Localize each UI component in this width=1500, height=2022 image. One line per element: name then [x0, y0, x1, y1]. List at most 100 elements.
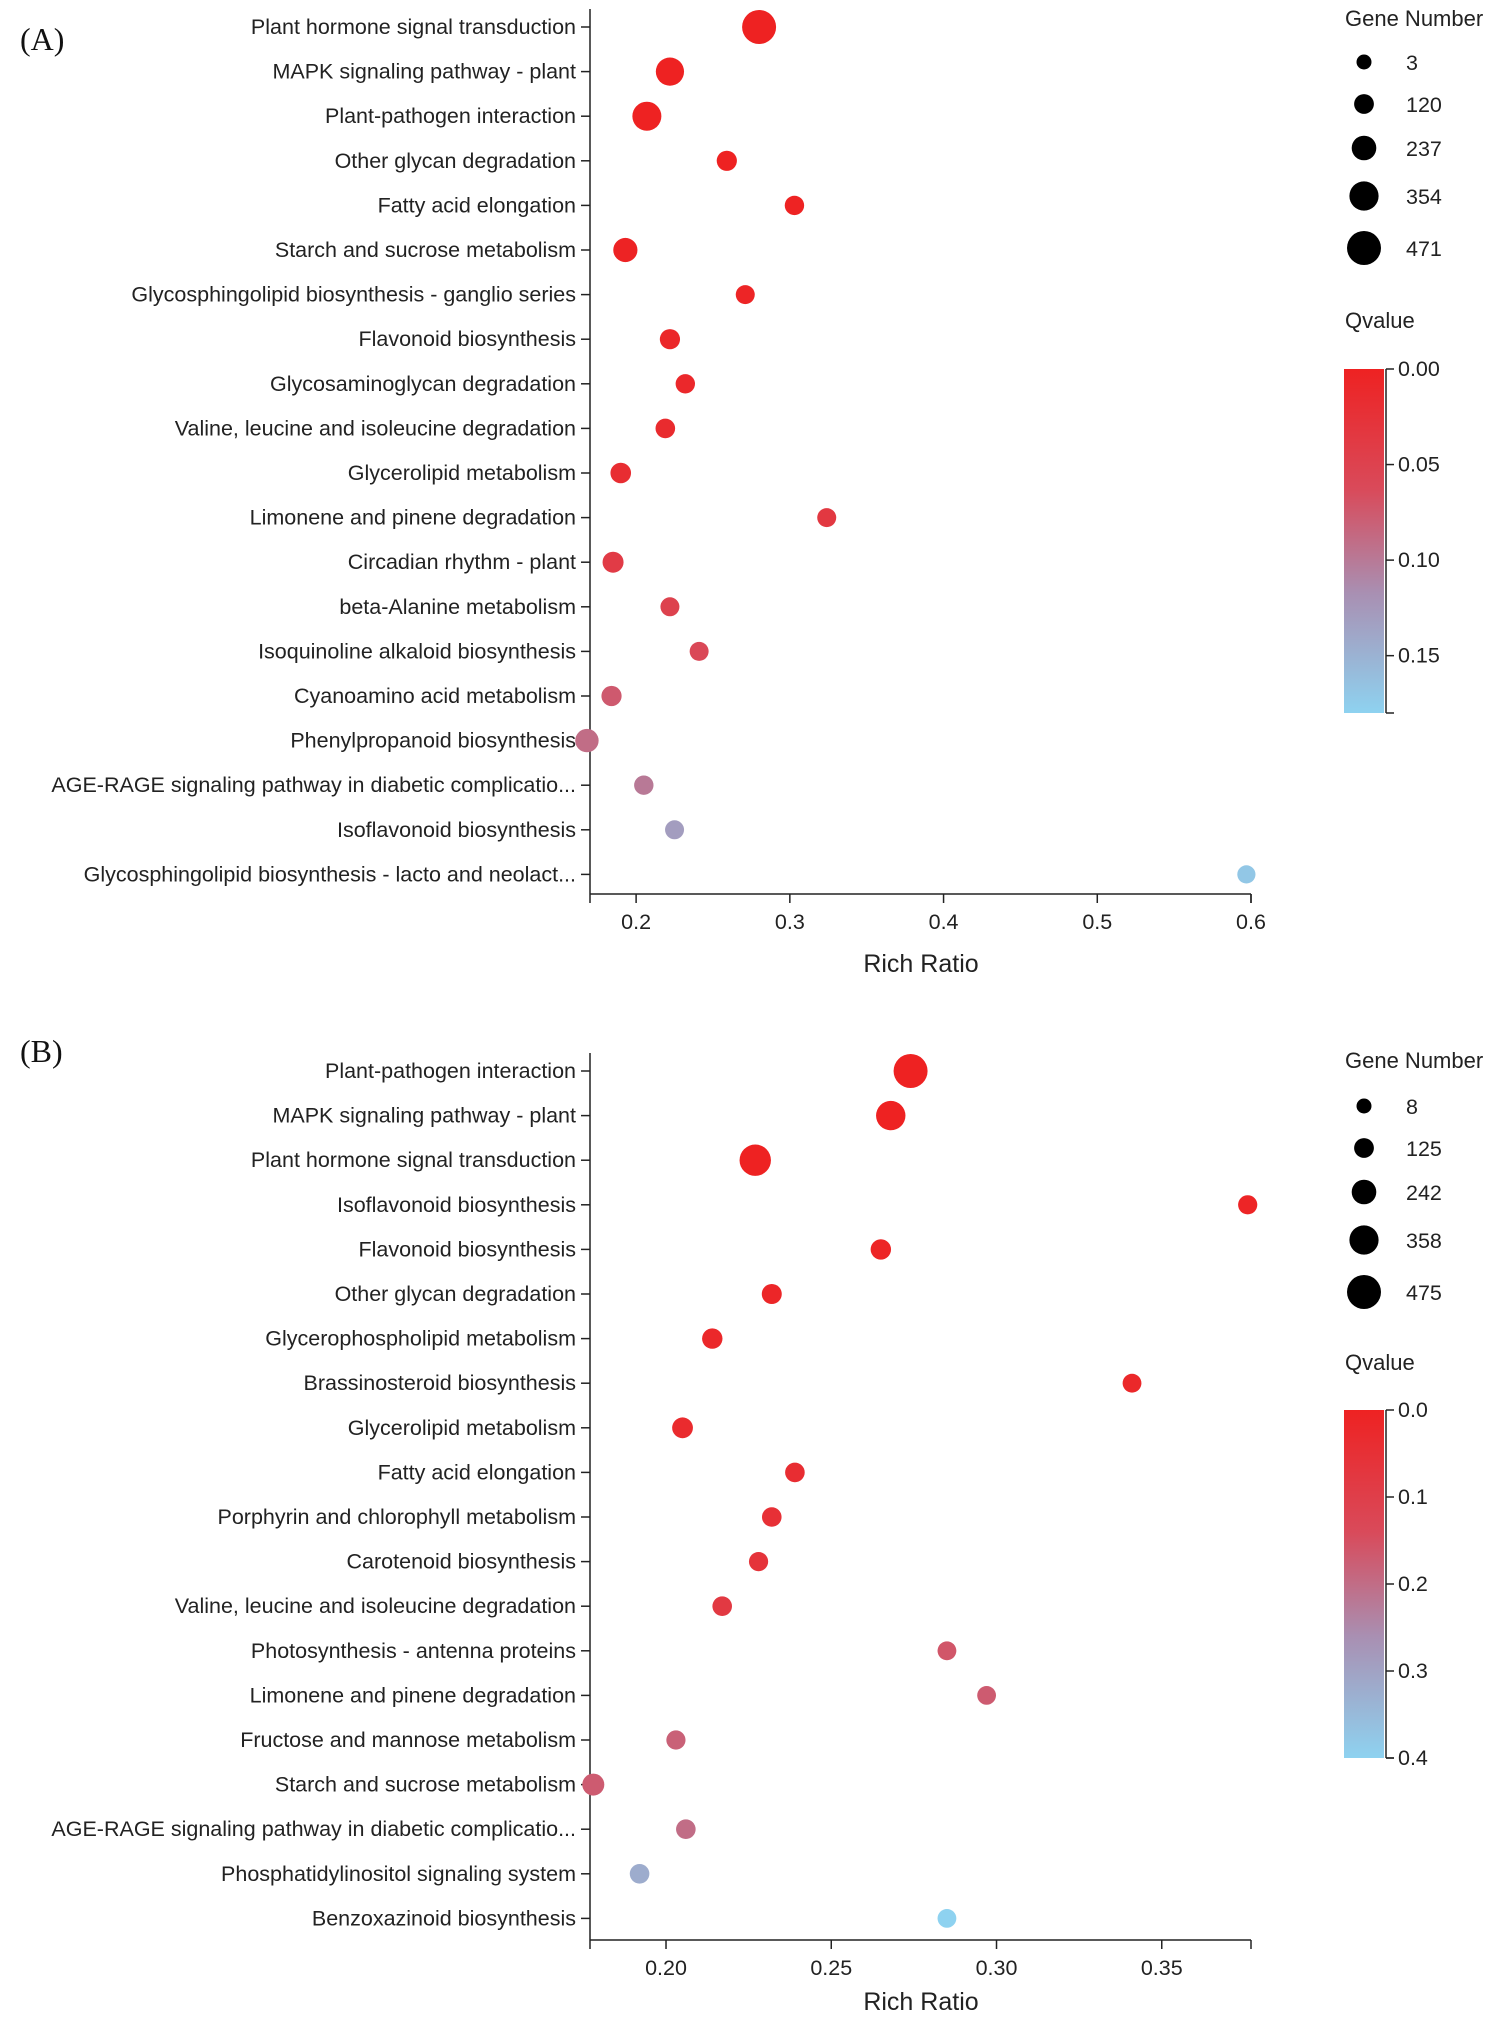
panel-a-label: (A) [20, 21, 64, 57]
panel-b-data-point [702, 1328, 723, 1349]
panel-b-category-label: Glycerophospholipid metabolism [265, 1327, 576, 1351]
panel-a-size-legend-label: 354 [1406, 185, 1442, 209]
panel-a-color-legend-title: Qvalue [1345, 308, 1415, 333]
panel-a-category-label: Phenylpropanoid biosynthesis [290, 729, 576, 753]
panel-a-category-label: Circadian rhythm - plant [348, 550, 576, 574]
panel-b-data-point [893, 1054, 928, 1088]
panel-b-size-legend-dot [1356, 1098, 1372, 1114]
panel-b-data-point [582, 1773, 605, 1796]
panel-b-data-point [977, 1686, 996, 1705]
panel-b-size-legend-dot [1354, 1138, 1374, 1158]
panel-a-data-point [575, 728, 599, 753]
panel-b-category-label: Isoflavonoid biosynthesis [337, 1193, 576, 1217]
panel-b-data-point [937, 1641, 957, 1661]
panel-a-chart: (A) 0.2 0.3 0.4 0.5 0.6 Plant hormone signal … [20, 6, 1483, 978]
panel-b-size-legend-dot [1349, 1225, 1379, 1255]
panel-a-category-label: Plant-pathogen interaction [325, 104, 576, 128]
panel-b-category-label: Flavonoid biosynthesis [358, 1237, 576, 1261]
panel-a-category-label: Glycosphingolipid biosynthesis - ganglio… [131, 283, 576, 307]
panel-a-data-point [610, 462, 632, 484]
panel-b-data-point [1122, 1373, 1142, 1393]
panel-a-data-point [784, 195, 805, 216]
panel-b-color-legend-title: Qvalue [1345, 1350, 1415, 1375]
panel-a-data-point [735, 285, 755, 305]
panel-b-category-label: Porphyrin and chlorophyll metabolism [217, 1505, 576, 1529]
panel-a-colorbar-tick-label: 0.05 [1398, 453, 1440, 477]
panel-b-data-point [739, 1144, 771, 1176]
panel-a-data-point [655, 57, 685, 86]
panel-b-category-label: Valine, leucine and isoleucine degradati… [175, 1594, 576, 1618]
panel-b-category-label: AGE-RAGE signaling pathway in diabetic c… [51, 1817, 576, 1841]
panel-b-x-axis-title: Rich Ratio [863, 1988, 978, 2016]
panel-b-size-legend-title: Gene Number [1345, 1048, 1483, 1073]
panel-b-colorbar-tick-label: 0.2 [1398, 1572, 1428, 1596]
panel-b-category-label: Other glycan degradation [335, 1282, 576, 1306]
panel-a-size-legend-dot [1354, 94, 1374, 114]
panel-b-x-tick-label: 0.25 [810, 1956, 852, 1980]
panel-b-category-label: Plant-pathogen interaction [325, 1059, 576, 1083]
panel-b-x-tick-label: 0.30 [976, 1956, 1018, 1980]
panel-b-data-point [676, 1819, 696, 1839]
panel-a-category-label: beta-Alanine metabolism [339, 595, 576, 619]
panel-a-x-tick-label: 0.5 [1082, 910, 1112, 934]
panel-b-size-legend-label: 242 [1406, 1181, 1442, 1205]
panel-a-category-label: Limonene and pinene degradation [250, 506, 576, 530]
panel-b-size-legend-label: 8 [1406, 1095, 1418, 1119]
panel-b-chart: (B) 0.20 0.25 0.30 0.35 Plant-pathogen inter… [20, 1033, 1483, 2016]
panel-a-data-point [634, 775, 654, 795]
panel-a-data-point [675, 374, 696, 394]
panel-b-x-tick-label: 0.35 [1141, 1956, 1183, 1980]
panel-a-data-point [659, 329, 681, 350]
panel-b-category-label: Limonene and pinene degradation [250, 1683, 576, 1707]
panel-b-category-label: Glycerolipid metabolism [348, 1416, 576, 1440]
panel-a-data-point [716, 150, 737, 171]
panel-a-size-legend-label: 237 [1406, 137, 1442, 161]
panel-a-colorbar-tick-label: 0.00 [1398, 357, 1440, 381]
panel-a-data-point [632, 101, 662, 131]
panel-a-category-label: Isoflavonoid biosynthesis [337, 818, 576, 842]
panel-a-size-legend-dot [1356, 54, 1372, 70]
panel-a-data-point [817, 508, 837, 528]
panel-b-colorbar-tick-label: 0.4 [1398, 1746, 1428, 1770]
panel-a-category-label: Plant hormone signal transduction [251, 15, 576, 39]
panel-a-category-label: Glycerolipid metabolism [348, 461, 576, 485]
panel-a-category-label: Isoquinoline alkaloid biosynthesis [258, 639, 576, 663]
panel-b-data-point [666, 1730, 686, 1750]
panel-a-category-label: Glycosphingolipid biosynthesis - lacto a… [84, 862, 576, 886]
panel-b-data-point [712, 1596, 732, 1616]
panel-b-data-point [761, 1284, 782, 1304]
panel-b-category-label: Fatty acid elongation [378, 1460, 576, 1484]
panel-a-category-label: Starch and sucrose metabolism [275, 238, 576, 262]
panel-b-plot-area: 0.20 0.25 0.30 0.35 Plant-pathogen interacti… [51, 1053, 1442, 1980]
panel-b-x-tick-label: 0.20 [645, 1956, 687, 1980]
panel-a-size-legend-label: 3 [1406, 51, 1418, 75]
panel-a-data-point [613, 237, 638, 263]
panel-b-data-point [937, 1909, 957, 1928]
panel-a-data-point [665, 820, 685, 840]
panel-a-data-point [689, 641, 709, 661]
panel-b-category-label: MAPK signaling pathway - plant [272, 1104, 576, 1128]
panel-b-colorbar-tick-label: 0.3 [1398, 1659, 1428, 1683]
panel-a-data-point [660, 597, 680, 617]
panel-a-x-tick-label: 0.3 [775, 910, 805, 934]
panel-b-data-point [672, 1417, 693, 1439]
panel-b-category-label: Phosphatidylinositol signaling system [221, 1862, 576, 1886]
panel-a-size-legend-label: 471 [1406, 237, 1442, 261]
panel-a-category-label: Cyanoamino acid metabolism [294, 684, 576, 708]
panel-a-x-tick-label: 0.6 [1236, 910, 1266, 934]
panel-b-data-point [1238, 1195, 1258, 1215]
panel-b-category-label: Brassinosteroid biosynthesis [304, 1371, 576, 1395]
panel-a-category-label: MAPK signaling pathway - plant [272, 60, 576, 84]
panel-b-data-point [748, 1552, 769, 1572]
panel-a-x-axis-title: Rich Ratio [863, 950, 978, 978]
panel-b-qvalue-colorbar [1344, 1410, 1384, 1758]
panel-a-data-point [1237, 865, 1256, 884]
panel-a-size-legend-dot [1351, 135, 1377, 161]
panel-a-qvalue-colorbar [1344, 369, 1384, 713]
panel-a-data-point [601, 685, 622, 707]
panel-b-data-point [870, 1239, 892, 1260]
panel-a-category-label: AGE-RAGE signaling pathway in diabetic c… [51, 773, 576, 797]
panel-b-size-legend-label: 358 [1406, 1229, 1442, 1253]
panel-b-size-legend-dot [1347, 1275, 1381, 1309]
